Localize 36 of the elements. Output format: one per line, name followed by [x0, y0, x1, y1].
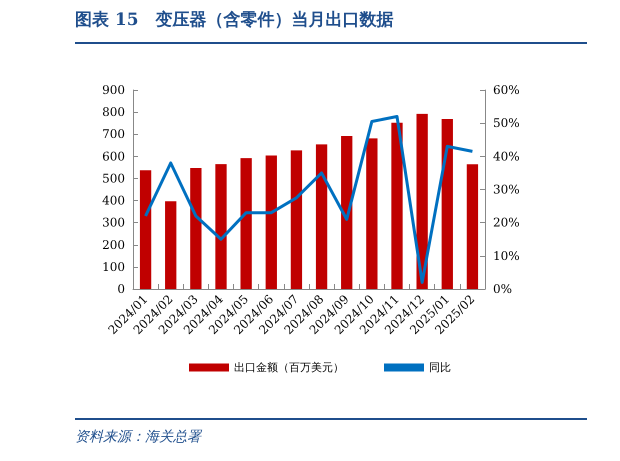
- y2-tick-label: 50%: [493, 116, 520, 130]
- y-tick-label: 100: [102, 260, 125, 274]
- y-tick-label: 900: [102, 83, 125, 97]
- y-tick-label: 500: [102, 171, 125, 186]
- bar: [190, 168, 202, 289]
- chart-title: 图表 15 变压器（含零件）当月出口数据: [75, 9, 394, 31]
- bar: [341, 136, 352, 289]
- bar: [215, 164, 227, 289]
- y-tick-label: 0: [117, 282, 125, 296]
- y-tick-label: 800: [102, 105, 125, 120]
- line-series: [144, 115, 474, 284]
- text: 资料来源：海关总署: [75, 428, 201, 446]
- bar: [391, 122, 403, 289]
- legend-label: 出口金额（百万美元）: [234, 361, 344, 374]
- legend-label: 同比: [429, 361, 451, 374]
- bar: [290, 150, 302, 289]
- y-tick-label: 700: [102, 127, 125, 142]
- bar: [366, 138, 378, 289]
- bar: [316, 144, 328, 289]
- bar: [266, 155, 277, 289]
- y-tick-label: 300: [102, 216, 125, 230]
- y2-tick-label: 60%: [493, 83, 520, 97]
- bar: [165, 201, 176, 289]
- bar: [466, 164, 478, 289]
- bar: [416, 114, 428, 289]
- y-tick-label: 200: [102, 238, 125, 252]
- y-tick-label: 600: [102, 149, 125, 164]
- y-tick-label: 400: [102, 194, 125, 208]
- bar: [442, 118, 453, 289]
- y2-tick-label: 20%: [493, 216, 520, 230]
- bar: [240, 158, 252, 289]
- bar: [140, 170, 152, 289]
- y2-tick-label: 30%: [493, 182, 520, 196]
- y2-tick-label: 40%: [493, 149, 520, 164]
- y2-tick-label: 10%: [493, 248, 520, 263]
- y2-tick-label: 0%: [493, 282, 512, 296]
